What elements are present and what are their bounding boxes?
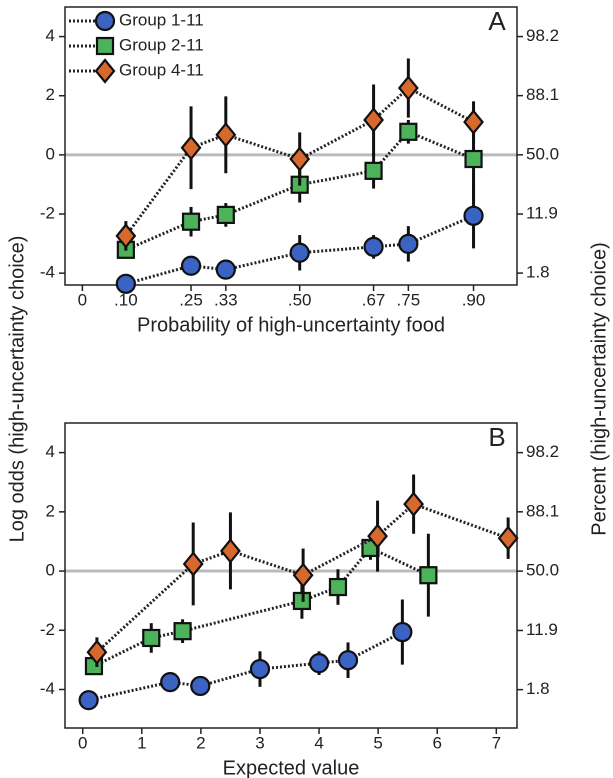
marker <box>289 242 310 263</box>
y-tick-label: 2 <box>46 501 55 520</box>
marker <box>215 259 236 280</box>
x-axis-title: Expected value <box>223 757 360 778</box>
y2-tick-label: 1.8 <box>526 263 550 282</box>
marker <box>397 75 419 101</box>
marker <box>497 525 519 551</box>
x-tick-label: 3 <box>255 733 264 752</box>
marker <box>160 672 181 693</box>
marker <box>86 639 108 665</box>
marker <box>182 551 204 577</box>
x-tick-label: .10 <box>114 290 138 309</box>
marker <box>403 491 425 517</box>
y2-tick-label: 50.0 <box>526 144 559 163</box>
plot-frame <box>64 422 518 729</box>
x-tick-label: .75 <box>397 290 421 309</box>
panel-label: A <box>488 6 506 36</box>
x-tick-label: 6 <box>433 733 442 752</box>
marker <box>215 122 237 148</box>
y2-tick-label: 88.1 <box>526 501 559 520</box>
marker <box>363 236 384 257</box>
y2-tick-label: 88.1 <box>526 85 559 104</box>
marker <box>190 675 211 697</box>
series <box>78 599 413 711</box>
x-tick-label: 5 <box>373 733 382 752</box>
marker <box>292 562 314 588</box>
marker <box>180 255 202 276</box>
y2-tick-label: 98.2 <box>526 26 559 45</box>
y2-tick-label: 1.8 <box>526 679 550 698</box>
y-tick-label: 2 <box>46 85 55 104</box>
y-tick-label: -4 <box>40 679 55 698</box>
marker <box>173 622 192 641</box>
legend-label: Group 1-11 <box>119 10 204 29</box>
series <box>84 533 438 676</box>
marker <box>392 621 413 643</box>
x-tick-label: 0 <box>78 733 87 752</box>
x-tick-label: 0 <box>78 290 87 309</box>
y2-tick-label: 50.0 <box>526 561 559 580</box>
y-tick-label: 4 <box>46 26 55 45</box>
y-tick-label: -2 <box>40 620 55 639</box>
marker <box>464 149 483 169</box>
marker <box>308 653 330 674</box>
marker <box>363 107 384 133</box>
series <box>116 117 483 259</box>
y-tick-label: 0 <box>46 561 55 580</box>
panel-label: B <box>488 422 505 452</box>
legend-label: Group 2-11 <box>119 35 204 54</box>
x-tick-label: 7 <box>492 733 501 752</box>
y2-tick-label: 98.2 <box>526 442 559 461</box>
marker <box>115 273 136 294</box>
marker <box>216 205 235 225</box>
series <box>86 474 519 667</box>
x-axis-title: Probability of high-uncertainty food <box>137 314 445 336</box>
marker <box>180 135 202 161</box>
marker <box>142 628 161 648</box>
marker <box>249 658 271 680</box>
y-tick-label: -2 <box>40 204 55 223</box>
marker <box>364 161 383 180</box>
series <box>115 58 484 251</box>
marker <box>115 223 137 249</box>
marker <box>463 109 484 135</box>
marker <box>220 538 241 564</box>
y2-axis-title: Percent (high-uncertainty choice) <box>588 242 610 535</box>
y2-tick-label: 11.9 <box>526 620 558 639</box>
plot-frame <box>64 6 518 286</box>
marker <box>337 650 359 671</box>
marker <box>399 122 418 141</box>
marker <box>328 577 348 597</box>
y-tick-label: 4 <box>46 442 55 461</box>
marker <box>419 566 438 585</box>
marker <box>94 10 116 32</box>
marker <box>95 36 115 56</box>
y-tick-label: -4 <box>40 263 55 282</box>
x-tick-label: 2 <box>196 733 205 752</box>
y2-tick-label: 11.9 <box>526 204 558 223</box>
x-tick-label: .25 <box>179 290 203 309</box>
x-tick-label: .33 <box>214 290 238 309</box>
x-tick-label: .50 <box>288 290 312 309</box>
marker <box>94 58 116 84</box>
x-tick-label: .67 <box>362 290 386 309</box>
marker <box>367 523 388 549</box>
marker <box>463 205 484 226</box>
marker <box>289 146 311 172</box>
marker <box>78 690 99 711</box>
x-tick-label: 4 <box>314 733 323 752</box>
y-tick-label: 0 <box>46 144 55 163</box>
marker <box>181 212 201 231</box>
x-tick-label: .90 <box>462 290 486 309</box>
marker <box>398 233 419 254</box>
legend-label: Group 4-11 <box>119 60 204 79</box>
y-axis-title: Log odds (high-uncertainty choice) <box>6 236 28 543</box>
x-tick-label: 1 <box>137 733 146 752</box>
